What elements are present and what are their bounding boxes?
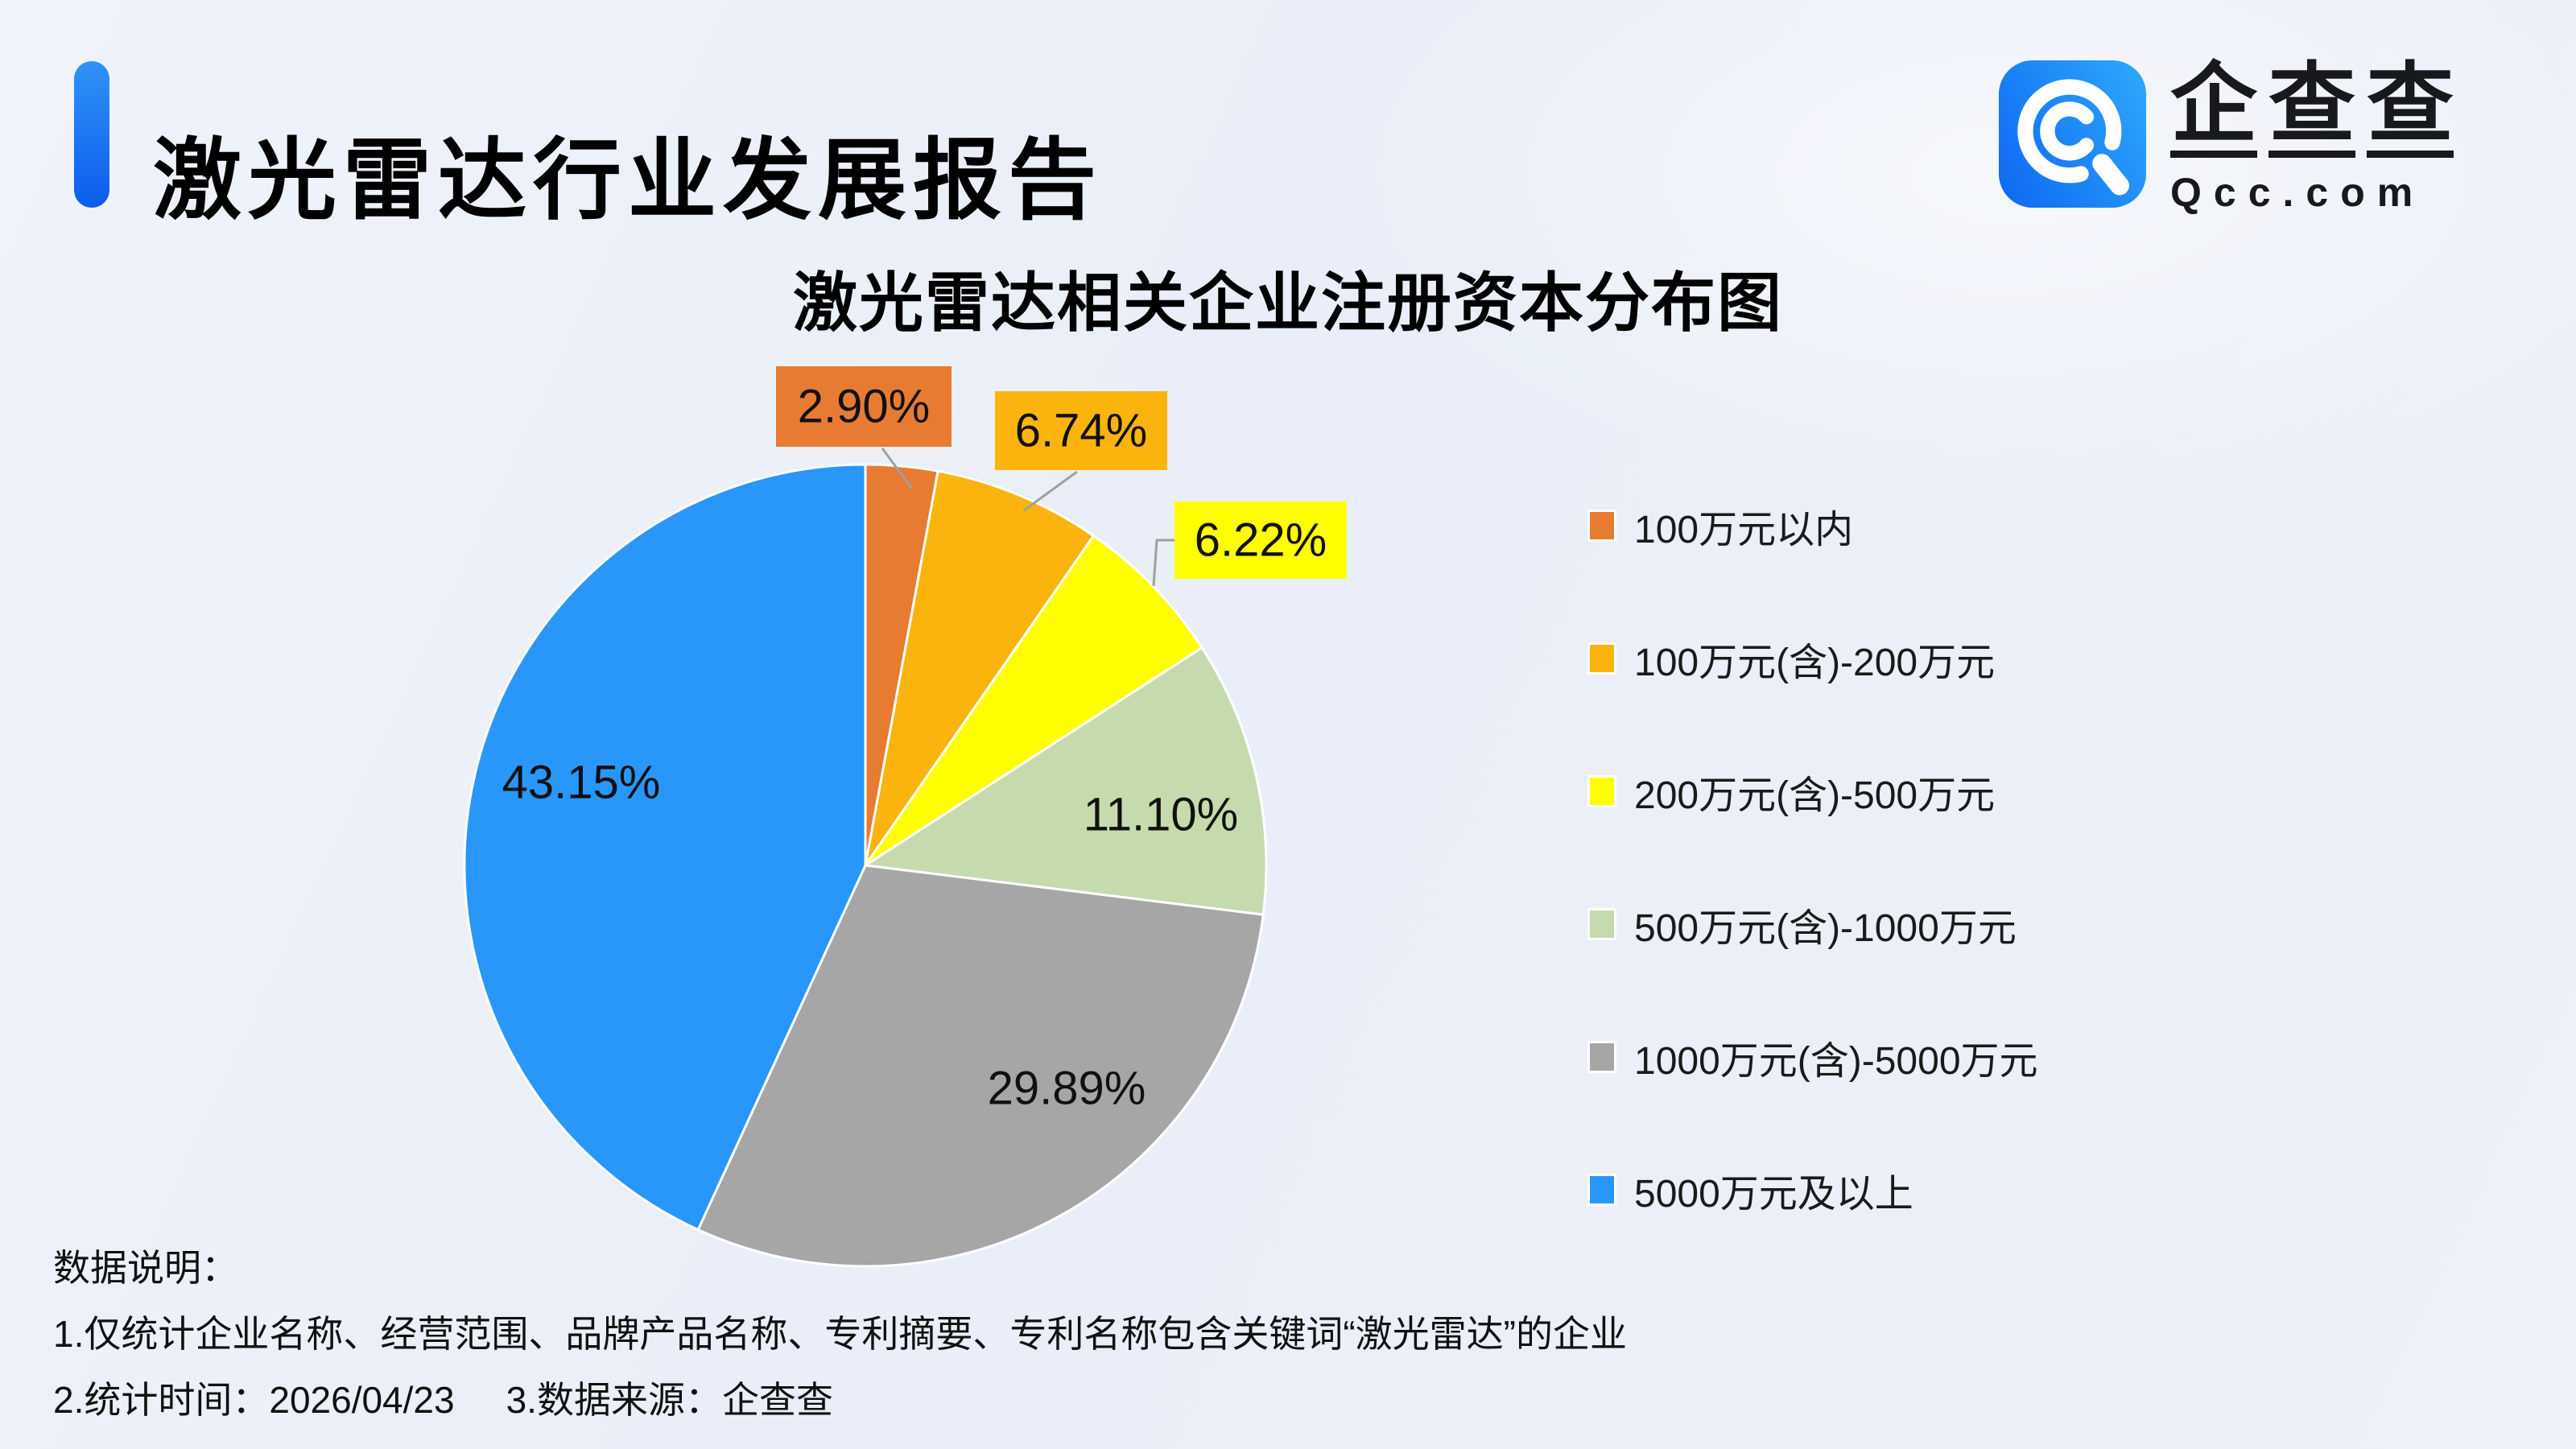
legend-item-4: 1000万元(含)-5000万元 <box>1587 990 2038 1123</box>
notes-heading: 数据说明： <box>53 1247 238 1289</box>
pie-slice-2 <box>864 535 1203 867</box>
legend-marker <box>1587 1173 1616 1206</box>
pie-slice-5 <box>463 463 867 1232</box>
legend-label: 100万元(含)-200万元 <box>1634 641 1996 684</box>
pie-callout-box-0 <box>776 366 952 447</box>
qcc-logo-icon <box>1999 60 2146 208</box>
data-notes: 数据说明： 1.仅统计企业名称、经营范围、品牌产品名称、专利摘要、专利名称包含关… <box>53 1249 1627 1447</box>
pie-slice-1 <box>864 469 1095 867</box>
pie-slice-3 <box>864 646 1268 916</box>
legend-marker <box>1587 642 1616 675</box>
pie-inside-label-4: 29.89% <box>988 1063 1146 1115</box>
brand-char: 查 <box>2268 60 2356 158</box>
legend-marker <box>1587 1040 1616 1073</box>
page-title: 激光雷达行业发展报告 <box>153 130 1103 230</box>
chart-title: 激光雷达相关企业注册资本分布图 <box>793 267 1783 339</box>
legend-item-5: 5000万元及以上 <box>1587 1123 2038 1256</box>
qcc-logo: 企查查 Qcc.com <box>1999 60 2465 216</box>
note-line-1: 1.仅统计企业名称、经营范围、品牌产品名称、专利摘要、专利名称包含关键词“激光雷… <box>53 1313 1627 1355</box>
legend-label: 1000万元(含)-5000万元 <box>1634 1039 2038 1083</box>
brand-char: 企 <box>2170 60 2258 158</box>
legend-label: 5000万元及以上 <box>1634 1172 1913 1216</box>
brand-name: 企查查 <box>2170 60 2465 158</box>
title-accent-bar <box>74 61 109 208</box>
pie-leader-line-1 <box>1023 470 1078 512</box>
legend-item-3: 500万元(含)-1000万元 <box>1587 857 2038 990</box>
legend-label: 500万元(含)-1000万元 <box>1634 906 2017 950</box>
qcc-magnifier-icon <box>2017 79 2129 196</box>
pie-leader-line-2 <box>1152 539 1174 587</box>
legend-item-2: 200万元(含)-500万元 <box>1587 724 2038 857</box>
pie-inside-label-3: 11.10% <box>1084 789 1238 841</box>
legend-marker <box>1587 509 1616 542</box>
legend-label: 200万元(含)-500万元 <box>1634 774 1996 817</box>
brand-domain: Qcc.com <box>2170 170 2425 215</box>
legend-marker <box>1587 774 1616 807</box>
pie-callout-label-2: 6.22% <box>1195 514 1327 567</box>
pie-slice-4 <box>696 864 1265 1268</box>
legend-item-0: 100万元以内 <box>1587 459 2038 592</box>
qcc-logo-text: 企查查 Qcc.com <box>2170 60 2465 216</box>
note-data-source: 3.数据来源：企查查 <box>506 1379 833 1421</box>
pie-inside-label-5: 43.15% <box>502 757 661 809</box>
brand-char: 查 <box>2367 60 2454 158</box>
note-line-2: 2.统计时间：2026/04/23 3.数据来源：企查查 <box>53 1381 1627 1418</box>
legend-marker <box>1587 907 1616 940</box>
pie-callout-label-1: 6.74% <box>1015 405 1147 457</box>
note-stat-time: 2.统计时间：2026/04/23 <box>53 1379 455 1421</box>
pie-callout-label-0: 2.90% <box>798 381 930 433</box>
pie-callout-box-2 <box>1174 502 1347 579</box>
legend: 100万元以内 100万元(含)-200万元 200万元(含)-500万元 500万元… <box>1587 459 2038 1256</box>
legend-label: 100万元以内 <box>1634 508 1854 551</box>
pie-leader-line-0 <box>881 448 914 489</box>
pie-callout-box-1 <box>995 391 1167 470</box>
legend-item-1: 100万元(含)-200万元 <box>1587 592 2038 724</box>
